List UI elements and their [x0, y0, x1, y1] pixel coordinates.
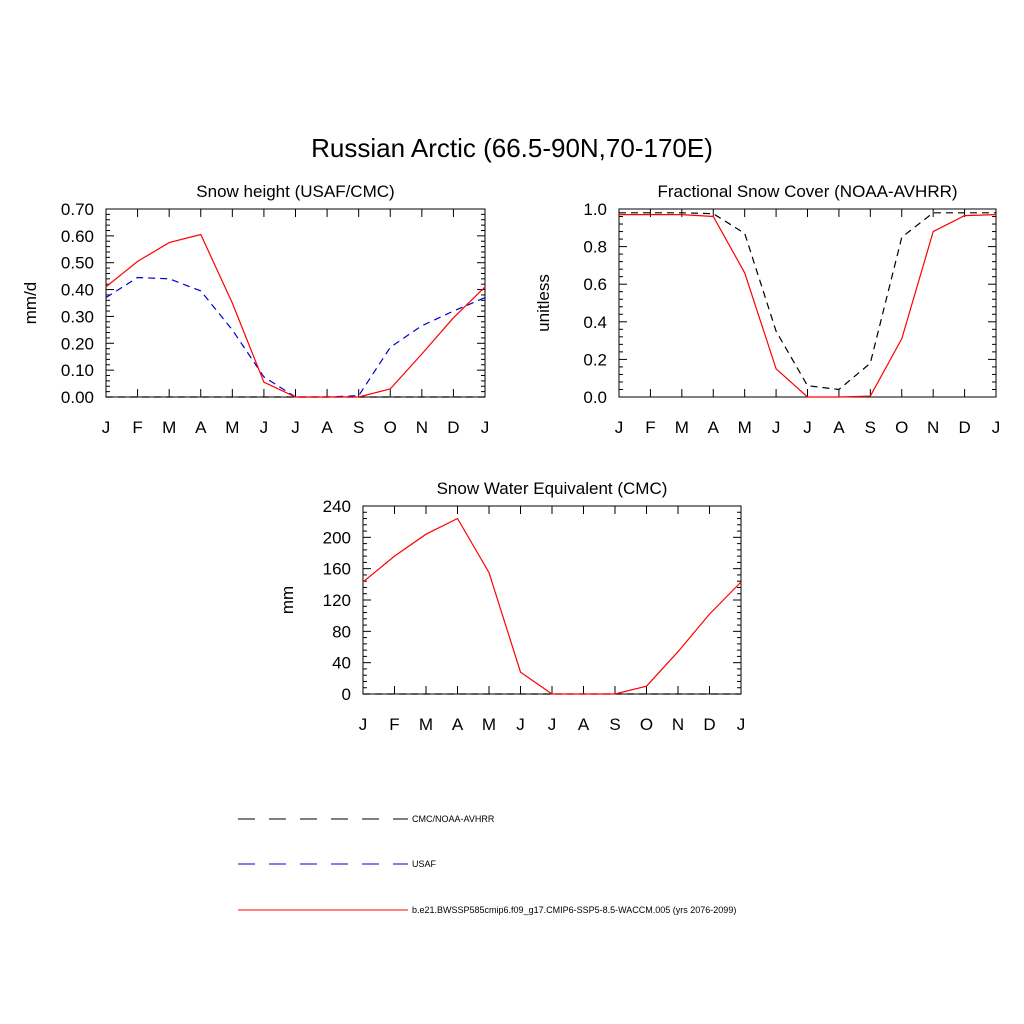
y-tick-label: 0.6	[583, 275, 607, 294]
y-axis-label: mm	[278, 586, 297, 614]
x-tick-label: D	[703, 715, 715, 734]
legend-item: USAF	[238, 859, 437, 869]
panel-fractional-snow-cover: J F M A M J J A S O N D J0.00.20.40.60.81.0Fractiona…	[534, 182, 1000, 437]
x-tick-label: J	[548, 715, 557, 734]
x-tick-label: J	[803, 418, 812, 437]
plot-frame	[105, 208, 486, 398]
x-tick-label: M	[482, 715, 496, 734]
series-line-b-e21-bwssp585cmip6-f09-g17-cmip6-ssp5-8-5-waccm-005-yrs-2076-2099	[619, 214, 997, 398]
x-tick-label: M	[419, 715, 433, 734]
y-axis-label: mm/d	[21, 282, 40, 325]
x-tick-label: J	[102, 418, 111, 437]
x-tick-label: J	[481, 418, 490, 437]
y-tick-label: 0.40	[61, 281, 94, 300]
x-tick-label: A	[708, 418, 720, 437]
x-tick-label: S	[865, 418, 876, 437]
legend-item: CMC/NOAA-AVHRR	[238, 814, 495, 824]
series-line-b-e21-bwssp585cmip6-f09-g17-cmip6-ssp5-8-5-waccm-005-yrs-2076-2099	[105, 233, 486, 398]
x-tick-label: N	[416, 418, 428, 437]
x-tick-label: J	[772, 418, 781, 437]
series-line-usaf	[105, 276, 486, 398]
x-tick-label: A	[195, 418, 207, 437]
x-tick-label: F	[389, 715, 399, 734]
x-tick-label: J	[291, 418, 300, 437]
y-tick-label: 240	[323, 497, 351, 516]
x-tick-label: A	[321, 418, 333, 437]
x-tick-label: S	[353, 418, 364, 437]
y-tick-label: 0.50	[61, 254, 94, 273]
plot-frame	[618, 208, 997, 398]
y-tick-label: 0	[342, 685, 351, 704]
legend-label-usaf: USAF	[412, 859, 437, 869]
legend-label-cmc: CMC/NOAA-AVHRR	[412, 814, 495, 824]
x-tick-label: M	[675, 418, 689, 437]
y-tick-label: 120	[323, 591, 351, 610]
panel-title: Fractional Snow Cover (NOAA-AVHRR)	[657, 182, 957, 201]
x-tick-label: D	[447, 418, 459, 437]
plot-frame	[362, 505, 742, 695]
x-tick-label: J	[516, 715, 525, 734]
x-tick-label: F	[645, 418, 655, 437]
legend: CMC/NOAA-AVHRR USAF b.e21.BWSSP585cmip6.…	[238, 814, 736, 915]
x-tick-label: O	[384, 418, 397, 437]
y-tick-label: 0.20	[61, 334, 94, 353]
x-tick-label: A	[833, 418, 845, 437]
x-tick-label: J	[615, 418, 624, 437]
y-tick-label: 200	[323, 528, 351, 547]
x-tick-label: O	[640, 715, 653, 734]
x-tick-label: M	[225, 418, 239, 437]
x-tick-label: D	[958, 418, 970, 437]
y-tick-label: 0.10	[61, 361, 94, 380]
x-tick-label: J	[737, 715, 746, 734]
y-tick-label: 0.60	[61, 227, 94, 246]
panel-title: Snow height (USAF/CMC)	[196, 182, 394, 201]
y-tick-label: 0.2	[583, 350, 607, 369]
x-tick-label: N	[672, 715, 684, 734]
series-line-cmc-noaa-avhrr	[619, 212, 996, 391]
x-tick-label: M	[738, 418, 752, 437]
series-line-b-e21-bwssp585cmip6-f09-g17-cmip6-ssp5-8-5-waccm-005-yrs-2076-2099	[362, 517, 742, 695]
panel-snow-height: J F M A M J J A S O N D J0.000.100.200.300.400.500.6…	[21, 182, 489, 437]
panel-title: Snow Water Equivalent (CMC)	[437, 479, 668, 498]
x-tick-label: F	[132, 418, 142, 437]
x-tick-label: J	[359, 715, 368, 734]
y-axis-label: unitless	[534, 274, 553, 332]
y-tick-label: 0.00	[61, 388, 94, 407]
x-tick-label: J	[992, 418, 1001, 437]
y-tick-label: 0.70	[61, 200, 94, 219]
y-tick-label: 160	[323, 560, 351, 579]
y-tick-label: 40	[332, 654, 351, 673]
legend-item: b.e21.BWSSP585cmip6.f09_g17.CMIP6-SSP5-8…	[238, 905, 736, 915]
x-tick-label: M	[162, 418, 176, 437]
x-tick-label: J	[260, 418, 269, 437]
legend-label-model: b.e21.BWSSP585cmip6.f09_g17.CMIP6-SSP5-8…	[412, 905, 736, 915]
y-tick-label: 0.30	[61, 307, 94, 326]
y-tick-label: 80	[332, 622, 351, 641]
x-tick-label: S	[609, 715, 620, 734]
x-tick-label: O	[895, 418, 908, 437]
x-tick-label: N	[927, 418, 939, 437]
x-tick-label: A	[452, 715, 464, 734]
y-tick-label: 0.8	[583, 238, 607, 257]
y-tick-label: 1.0	[583, 200, 607, 219]
x-tick-label: A	[578, 715, 590, 734]
figure-title: Russian Arctic (66.5-90N,70-170E)	[311, 133, 713, 163]
y-tick-label: 0.0	[583, 388, 607, 407]
y-tick-label: 0.4	[583, 313, 607, 332]
